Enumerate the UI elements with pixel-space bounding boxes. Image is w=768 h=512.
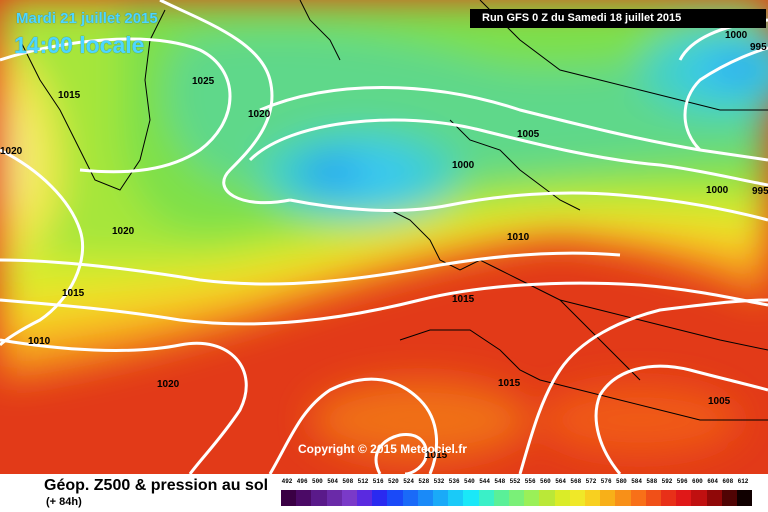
isobar-lines xyxy=(0,0,768,474)
scale-swatch xyxy=(706,490,722,506)
isobar-label: 1020 xyxy=(0,146,23,157)
scale-swatch xyxy=(509,490,525,506)
geopotential-field xyxy=(0,0,768,460)
scale-label: 564 xyxy=(555,478,566,485)
scale-label: 508 xyxy=(342,478,354,485)
isobar-label: 1010 xyxy=(28,336,51,347)
scale-label: 612 xyxy=(737,478,749,485)
scale-label: 512 xyxy=(357,478,369,485)
scale-swatch xyxy=(615,490,631,506)
isobar-label: 1015 xyxy=(452,294,475,305)
scale-swatch xyxy=(630,490,646,506)
scale-swatch xyxy=(326,490,342,506)
scale-label: 596 xyxy=(676,478,688,485)
isobar-label: 995 xyxy=(752,186,768,197)
scale-label: 496 xyxy=(296,478,308,485)
scale-label: 500 xyxy=(311,478,323,485)
scale-label: 560 xyxy=(539,478,551,485)
scale-swatch xyxy=(691,490,707,506)
scale-swatch xyxy=(493,490,509,506)
scale-swatch xyxy=(524,490,540,506)
scale-label: 588 xyxy=(646,478,658,485)
scale-label: 580 xyxy=(615,478,627,485)
isobar-label: 1020 xyxy=(112,226,135,237)
scale-label: 576 xyxy=(600,478,612,485)
scale-swatch xyxy=(296,490,312,506)
legend-title: Géop. Z500 & pression au sol xyxy=(44,477,269,494)
scale-label: 548 xyxy=(494,478,506,485)
isobar-labels: 1025 1015 1020 1020 1020 1015 1010 1020 … xyxy=(0,30,768,461)
scale-swatch xyxy=(585,490,601,506)
legend-forecast-hour: (+ 84h) xyxy=(46,496,82,508)
scale-swatch xyxy=(341,490,357,506)
scale-label: 528 xyxy=(418,478,430,485)
scale-label: 492 xyxy=(281,478,293,485)
isobar-label: 1000 xyxy=(725,30,748,41)
scale-swatch xyxy=(311,490,327,506)
isobar-label: 1015 xyxy=(62,288,85,299)
scale-swatch xyxy=(569,490,585,506)
scale-label: 584 xyxy=(631,478,642,485)
coastlines xyxy=(19,0,768,421)
scale-swatch xyxy=(721,490,737,506)
scale-swatch xyxy=(357,490,373,506)
scale-label: 544 xyxy=(479,478,490,485)
scale-label: 592 xyxy=(661,478,673,485)
scale-swatch xyxy=(387,490,403,506)
scale-label: 516 xyxy=(372,478,384,485)
isobar-label: 1015 xyxy=(498,378,521,389)
scale-swatch xyxy=(417,490,433,506)
isobar-label: 1025 xyxy=(192,76,215,87)
scale-swatch xyxy=(737,490,753,506)
forecast-local-time: 14:00 locale xyxy=(14,32,145,58)
scale-swatch xyxy=(645,490,661,506)
model-run-label: Run GFS 0 Z du Samedi 18 juillet 2015 xyxy=(470,9,766,28)
copyright-notice: Copyright © 2015 Meteociel.fr xyxy=(298,442,467,456)
scale-label: 600 xyxy=(691,478,703,485)
scale-label: 524 xyxy=(403,478,414,485)
isobar-label: 1015 xyxy=(58,90,81,101)
scale-swatch xyxy=(600,490,616,506)
scale-label: 532 xyxy=(433,478,445,485)
isobar-label: 995 xyxy=(750,42,767,53)
isobar-label: 1020 xyxy=(248,109,271,120)
scale-swatch xyxy=(478,490,494,506)
scale-label: 572 xyxy=(585,478,597,485)
scale-swatch xyxy=(372,490,388,506)
isobar-label: 1020 xyxy=(157,379,180,390)
scale-label: 604 xyxy=(707,478,718,485)
scale-label: 556 xyxy=(524,478,536,485)
forecast-date: Mardi 21 juillet 2015 xyxy=(16,10,158,27)
weather-map: 1025 1015 1020 1020 1020 1015 1010 1020 … xyxy=(0,0,768,474)
scale-swatch xyxy=(281,490,297,506)
isobar-label: 1010 xyxy=(507,232,530,243)
scale-swatch xyxy=(448,490,464,506)
isobar-label: 1015 xyxy=(425,450,448,461)
scale-label: 540 xyxy=(463,478,475,485)
color-scale: 492 496 500 504 508 512 516 520 524 528 532 536 540 5… xyxy=(281,478,753,508)
scale-swatch xyxy=(554,490,570,506)
scale-label: 608 xyxy=(722,478,734,485)
scale-label: 536 xyxy=(448,478,460,485)
scale-swatch xyxy=(463,490,479,506)
scale-label: 568 xyxy=(570,478,582,485)
isobar-label: 1005 xyxy=(517,129,540,140)
scale-swatch xyxy=(402,490,418,506)
isobar-label: 1000 xyxy=(706,185,729,196)
scale-swatch xyxy=(676,490,692,506)
scale-swatch xyxy=(661,490,677,506)
scale-swatch xyxy=(539,490,555,506)
scale-label: 520 xyxy=(387,478,399,485)
scale-label: 552 xyxy=(509,478,521,485)
isobar-label: 1000 xyxy=(452,160,475,171)
isobar-label: 1005 xyxy=(708,396,731,407)
scale-label: 504 xyxy=(327,478,338,485)
scale-swatch xyxy=(433,490,449,506)
map-canvas: 1025 1015 1020 1020 1020 1015 1010 1020 … xyxy=(0,0,768,474)
